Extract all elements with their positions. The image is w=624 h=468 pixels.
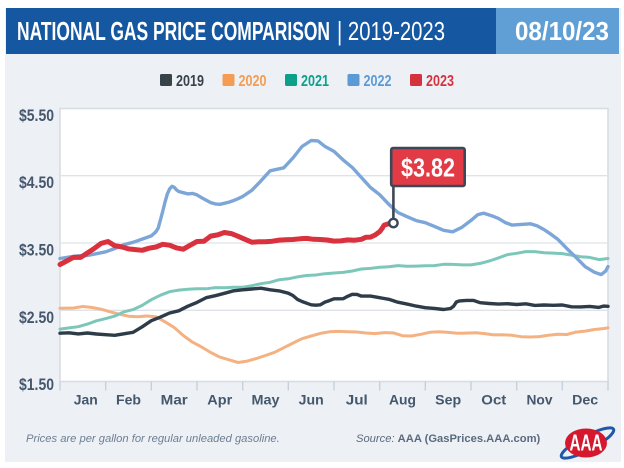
svg-text:$1.50: $1.50 [19,375,54,394]
svg-text:2019: 2019 [176,73,204,90]
svg-text:Prices are per gallon for regu: Prices are per gallon for regular unlead… [26,433,280,445]
svg-text:Apr: Apr [207,392,233,408]
svg-text:May: May [252,392,280,408]
svg-text:08/10/23: 08/10/23 [515,16,609,46]
svg-text:Jul: Jul [346,392,368,408]
svg-text:$2.50: $2.50 [19,308,54,327]
svg-text:| 2019-2023: | 2019-2023 [337,16,445,46]
svg-text:AAA: AAA [570,430,603,456]
svg-text:2023: 2023 [426,73,454,90]
svg-text:Nov: Nov [527,392,553,408]
svg-text:Dec: Dec [572,392,598,408]
svg-text:$3.50: $3.50 [19,241,54,260]
svg-text:Aug: Aug [389,392,416,408]
svg-text:Oct: Oct [481,392,506,408]
svg-text:$4.50: $4.50 [19,173,54,192]
svg-text:2020: 2020 [239,73,267,90]
svg-text:Jun: Jun [299,392,324,408]
svg-text:Jan: Jan [74,392,98,408]
svg-text:Sep: Sep [435,392,461,408]
svg-text:2021: 2021 [301,73,329,90]
svg-text:$3.82: $3.82 [401,153,455,183]
svg-text:NATIONAL GAS PRICE COMPARISON: NATIONAL GAS PRICE COMPARISON [17,16,330,46]
svg-text:$5.50: $5.50 [19,106,54,125]
svg-text:Mar: Mar [161,392,189,408]
svg-text:Feb: Feb [116,392,141,408]
svg-text:Source: AAA (GasPrices.AAA.com: Source: AAA (GasPrices.AAA.com) [356,433,541,445]
svg-text:2022: 2022 [364,73,392,90]
